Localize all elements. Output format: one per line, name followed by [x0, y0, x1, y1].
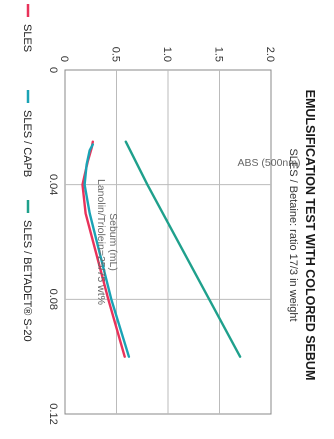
x-tick-label: 0.12: [47, 403, 59, 424]
y-ticks: 0 0.5 1.0 1.5 2.0: [58, 47, 276, 62]
series-line-3: [124, 140, 242, 358]
y-axis-label: ABS (500nm): [237, 157, 300, 169]
x-ticks: 0 0.04 0.08 0.12: [47, 67, 59, 425]
y-tick-label: 1.5: [213, 47, 225, 62]
y-tick-label: 2.0: [264, 47, 276, 62]
legend-label: SLES / CAPB: [21, 110, 33, 177]
legend-item-3: SLES / BETADET® S-20: [21, 200, 33, 342]
x-tick-label: 0: [47, 67, 59, 73]
chart-title: EMULSIFICATION TEST WITH COLORED SEBUM: [303, 90, 317, 381]
legend-item-2: SLES / CAPB: [21, 90, 33, 177]
series-layer: [81, 140, 242, 358]
x-axis-label-line-1: Sebum (mL): [107, 213, 119, 271]
y-tick-label: 0.5: [110, 47, 122, 62]
series-line-2: [83, 143, 131, 358]
x-tick-label: 0.08: [47, 289, 59, 310]
y-tick-label: 0: [58, 56, 70, 62]
x-axis-label-line-2: Lanolin/Triolein=25/75 wt%: [95, 179, 107, 305]
y-tick-label: 1.0: [161, 47, 173, 62]
legend-item-1: SLES: [21, 4, 33, 52]
legend-label: SLES / BETADET® S-20: [21, 220, 33, 342]
grid: [65, 70, 271, 414]
x-tick-label: 0.04: [47, 174, 59, 195]
legend-label: SLES: [21, 24, 33, 52]
legend: SLES SLES / CAPB SLES / BETADET® S-20: [21, 4, 33, 342]
chart-subtitle: SLES / Betaine: ratio 17/3 in weight: [287, 148, 299, 321]
